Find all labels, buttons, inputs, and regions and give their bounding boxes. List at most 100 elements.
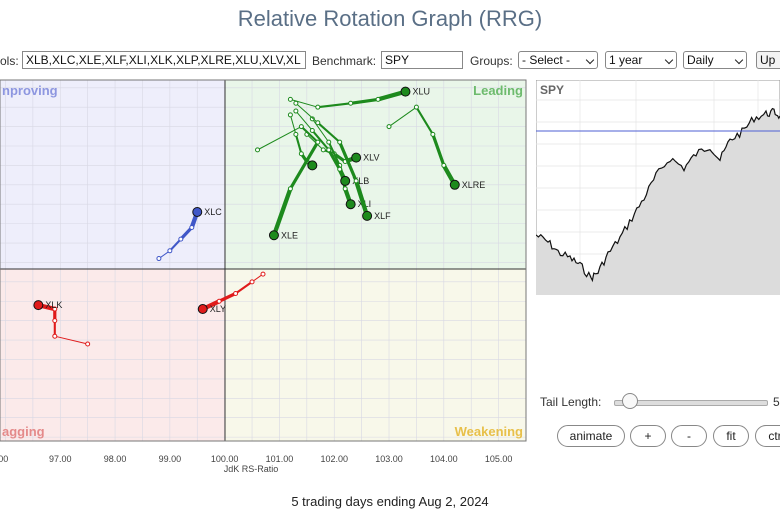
tail-point (375, 96, 381, 102)
tail-segment (217, 291, 238, 303)
head-point-xlk2[interactable] (307, 160, 318, 171)
tail-segment (306, 133, 324, 151)
tail-point (386, 124, 392, 130)
tail-xlf: XLF (293, 100, 391, 221)
tail-point (326, 147, 332, 153)
tail-point (178, 236, 184, 242)
tail-point (255, 147, 261, 153)
x-tick-label: 98.00 (104, 454, 127, 464)
head-point-xlf[interactable] (362, 210, 373, 221)
tail-segment (288, 140, 320, 191)
tail-xly: XLY (197, 271, 266, 315)
zoom-out-button[interactable]: - (671, 425, 707, 447)
update-button-label: Up (760, 53, 776, 67)
tail-point (293, 131, 299, 137)
tail-segment (54, 335, 89, 345)
head-point-xli[interactable] (345, 199, 356, 210)
animate-button[interactable]: animate (557, 425, 625, 447)
tail-point (337, 166, 343, 172)
tail-point (298, 151, 304, 157)
tail-segment (338, 140, 358, 183)
benchmark-input[interactable] (381, 51, 463, 69)
x-axis-label: JdK RS-Ratio (224, 464, 279, 474)
head-label-xlb: XLB (352, 176, 369, 186)
head-point-xly[interactable] (197, 304, 208, 315)
tail-point (353, 178, 359, 184)
tail-point (287, 186, 293, 192)
benchmark-label: Benchmark: (312, 54, 377, 68)
tail-point (52, 333, 58, 339)
frequency-select[interactable]: Daily (683, 51, 747, 69)
tail-xlc: XLC (156, 206, 222, 262)
toolbar: ols: Benchmark: Groups: - Select - 1 yea… (0, 50, 780, 72)
tail-point (342, 186, 348, 192)
tail-segment (295, 102, 319, 124)
head-point-xlv[interactable] (351, 152, 362, 163)
tail-point (293, 100, 299, 106)
x-tick-label: 99.00 (159, 454, 182, 464)
plot-border (0, 79, 527, 442)
head-label-xlre: XLRE (462, 180, 486, 190)
spy-area (536, 108, 780, 295)
tail-point (233, 290, 239, 296)
tail-segment (271, 186, 293, 238)
tail-point (216, 298, 222, 304)
x-tick-label: 104.00 (430, 454, 458, 464)
rrg-chart[interactable]: nproving Leading agging Weakening XLU XLV… (0, 79, 527, 474)
zoom-in-button[interactable]: + (630, 425, 666, 447)
spy-chart: SPY Oct2024AprJu (536, 80, 780, 295)
quadrant-label-improving: nproving (2, 83, 58, 98)
groups-select[interactable]: - Select - (518, 51, 598, 69)
x-tick-label: 6.00 (0, 454, 8, 464)
tail-segment (415, 106, 434, 136)
tail-point (249, 279, 255, 285)
quadrant-label-weakening: Weakening (455, 424, 523, 439)
update-button[interactable]: Up (756, 51, 780, 69)
tail-length-label: Tail Length: (540, 395, 602, 409)
x-tick-label: 97.00 (49, 454, 72, 464)
period-select[interactable]: 1 year (605, 51, 677, 69)
footer-caption: 5 trading days ending Aug 2, 2024 (291, 494, 489, 509)
tail-length-slider-handle[interactable] (622, 393, 639, 409)
fit-button[interactable]: fit (713, 425, 749, 447)
tail-segment (168, 238, 182, 252)
tail-point (167, 248, 173, 254)
tail-point (315, 104, 321, 110)
tail-xle: XLE (255, 124, 321, 241)
head-point-xlc[interactable] (192, 206, 203, 217)
tail-point (85, 341, 91, 347)
page-title: Relative Rotation Graph (RRG) (237, 6, 543, 31)
quadrant-label-lagging: agging (2, 424, 45, 439)
x-axis-ticks: 6.00 97.00 98.00 99.00 100.00 101.00 102.00 103… (0, 454, 512, 464)
tail-point (189, 225, 195, 231)
frequency-select-value: Daily (687, 53, 714, 67)
tail-segment (353, 178, 370, 219)
center-button[interactable]: ctr (755, 425, 780, 447)
head-point-xle[interactable] (268, 230, 279, 241)
tail-segment (257, 126, 302, 151)
tail-point (315, 139, 321, 145)
period-select-value: 1 year (609, 53, 643, 67)
tail-xlk: XLK (33, 300, 91, 347)
symbols-label: ols: (0, 54, 19, 68)
tail-segment (234, 280, 254, 295)
x-tick-label: 105.00 (485, 454, 513, 464)
head-point-xlu[interactable] (400, 86, 411, 97)
tail-segment (289, 114, 297, 135)
head-point-xlk[interactable] (33, 300, 44, 311)
tail-xlv: XLV (304, 131, 379, 165)
tail-segment (311, 129, 330, 151)
head-point-xlre[interactable] (449, 179, 460, 190)
tail-point (315, 120, 321, 126)
head-point-xlb[interactable] (340, 175, 351, 186)
tail-length-slider[interactable] (614, 400, 768, 406)
x-tick-label: 103.00 (375, 454, 403, 464)
tail-segment (311, 118, 330, 143)
tail-segment (316, 121, 341, 144)
symbols-input[interactable] (22, 51, 306, 69)
x-tick-label: 102.00 (320, 454, 348, 464)
head-label-xlf: XLF (374, 211, 391, 221)
head-label-xlc: XLC (204, 207, 222, 217)
tail-segment (388, 106, 417, 128)
tail-segment (327, 148, 342, 171)
